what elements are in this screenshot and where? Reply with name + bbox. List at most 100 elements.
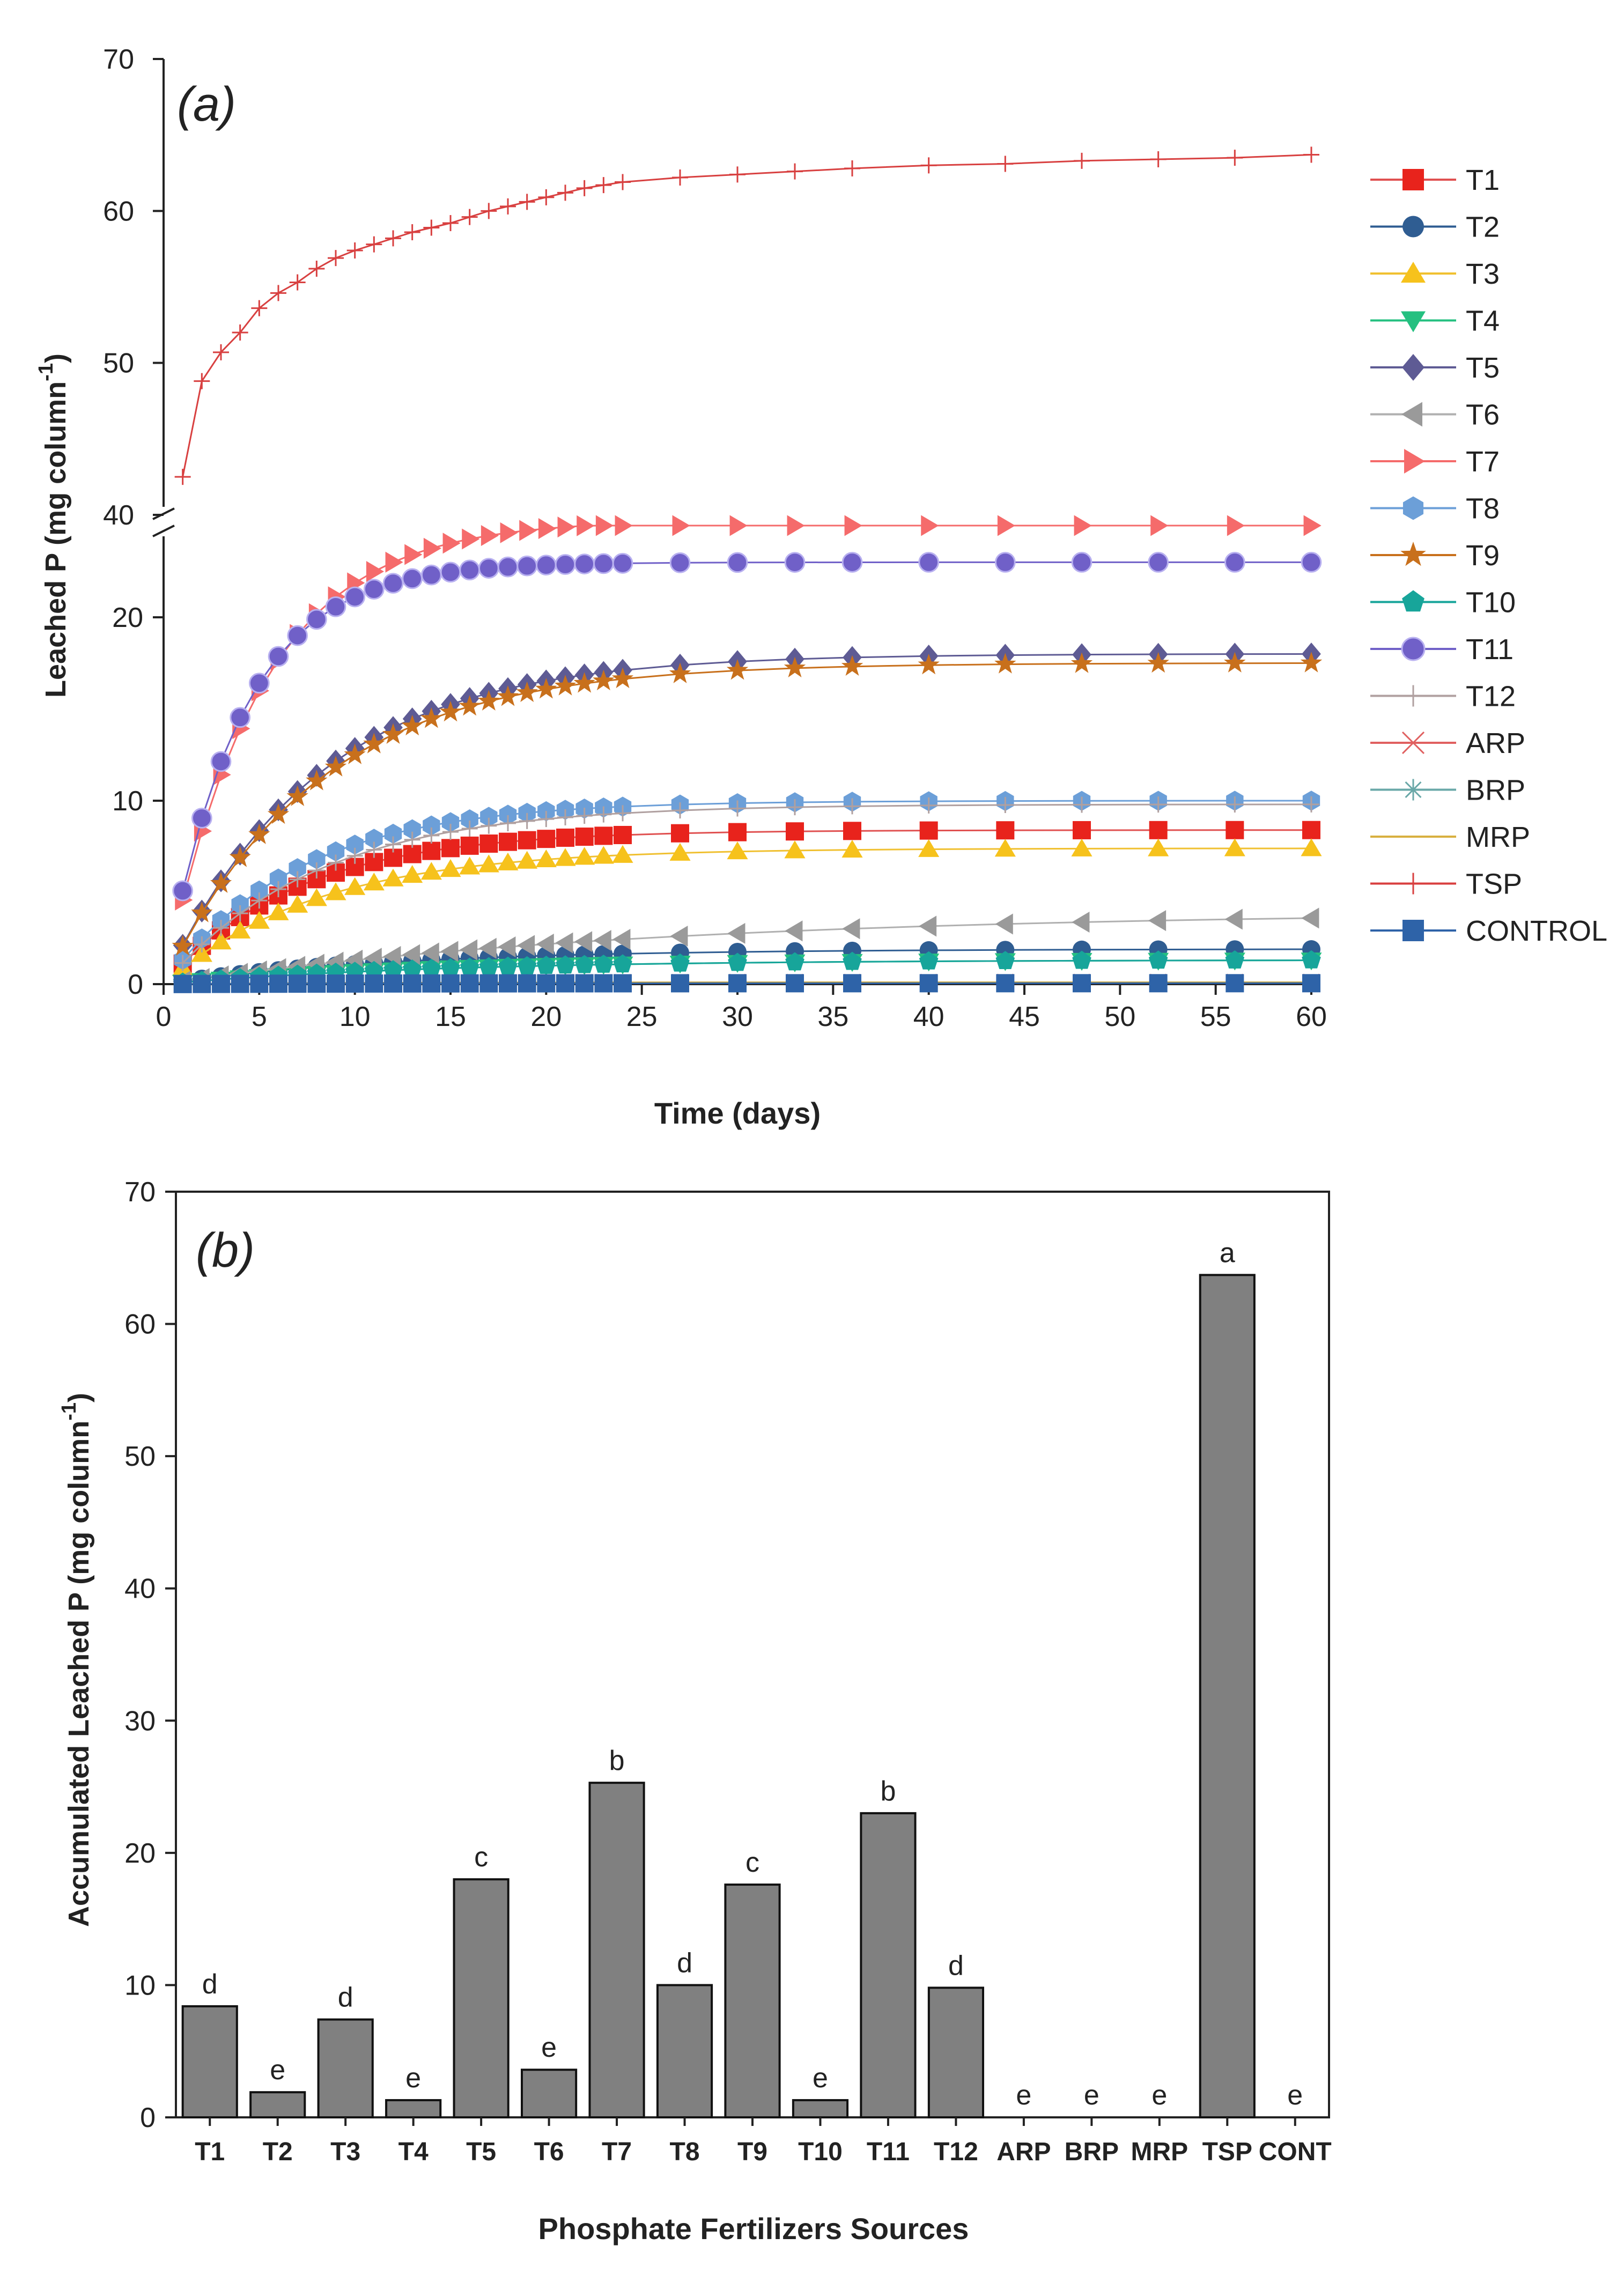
data-point-t11 <box>535 555 557 576</box>
data-point-t12 <box>997 797 1014 814</box>
x-axis-label: Time (days) <box>654 1096 821 1130</box>
data-point-control <box>786 974 804 993</box>
data-point-tsp <box>461 209 478 225</box>
y-tick-label: 60 <box>124 1309 156 1340</box>
data-point-control <box>671 974 689 993</box>
legend-item-t3: T3 <box>1370 258 1500 290</box>
data-point-t12 <box>270 881 286 898</box>
significance-letter: e <box>1016 2080 1031 2111</box>
data-point-t11 <box>478 558 499 579</box>
data-point-t8 <box>269 868 287 889</box>
data-point-t11 <box>344 586 366 608</box>
data-point-t11 <box>497 556 519 578</box>
data-point-control <box>422 974 441 993</box>
data-point-t12 <box>194 936 210 952</box>
data-point-t11 <box>440 562 461 583</box>
x-tick-label: 45 <box>1009 1001 1040 1032</box>
data-point-t9 <box>478 690 500 711</box>
data-point-t11 <box>994 552 1016 573</box>
data-point-control <box>1302 974 1320 993</box>
data-point-t11 <box>841 552 863 573</box>
data-point-t10 <box>1072 950 1091 969</box>
data-point-t1 <box>518 831 536 850</box>
data-point-t8 <box>308 849 326 869</box>
x-tick-label: T5 <box>466 2138 496 2166</box>
data-point-t9 <box>918 653 940 675</box>
data-point-tsp <box>595 177 612 194</box>
data-point-t9 <box>573 672 595 693</box>
data-point-t12 <box>920 797 937 814</box>
y-axis-label-superscript: -1 <box>58 1402 80 1421</box>
data-point-t3 <box>363 873 385 891</box>
bar-t6 <box>521 2069 578 2119</box>
data-point-t6 <box>918 915 937 937</box>
data-point-t12 <box>672 802 688 819</box>
data-point-control <box>327 974 345 993</box>
legend-marker <box>1400 542 1426 566</box>
x-tick-label: T7 <box>602 2138 632 2166</box>
data-point-t12 <box>174 955 191 971</box>
legend-item-t2: T2 <box>1370 211 1500 243</box>
legend-marker <box>1402 685 1424 707</box>
x-tick-label: BRP <box>1065 2138 1119 2166</box>
data-point-t1 <box>671 824 689 843</box>
data-point-t1 <box>843 822 861 840</box>
data-point-t8 <box>441 812 460 832</box>
data-point-t1 <box>575 828 594 846</box>
y-axis-label-close: ) <box>40 353 72 363</box>
data-point-tsp <box>366 236 382 253</box>
data-point-t12 <box>615 805 631 822</box>
significance-letter: e <box>541 2032 557 2063</box>
legend-marker <box>1402 354 1424 381</box>
data-point-tsp <box>519 194 535 210</box>
data-point-t11 <box>669 552 691 573</box>
data-point-t6 <box>383 946 401 967</box>
legend-marker <box>1402 779 1424 801</box>
data-point-t8 <box>365 829 383 849</box>
data-point-control <box>231 974 249 993</box>
x-tick-label: 10 <box>339 1001 371 1032</box>
legend-marker <box>1402 216 1424 238</box>
data-point-t1 <box>1149 821 1168 839</box>
bar-t2 <box>249 2091 306 2118</box>
series-line-t1 <box>182 829 1312 964</box>
data-point-t9 <box>841 655 863 676</box>
y-tick-label: 40 <box>103 500 134 531</box>
y-tick-label: 10 <box>112 786 143 817</box>
data-point-t11 <box>230 707 251 728</box>
legend-label: T7 <box>1466 446 1500 478</box>
data-point-t11 <box>382 573 404 594</box>
data-point-t12 <box>1303 796 1319 813</box>
data-point-t10 <box>556 955 575 974</box>
significance-letter: b <box>880 1776 896 1807</box>
data-point-t1 <box>614 825 632 844</box>
data-point-t3 <box>420 862 442 880</box>
legend-item-t6: T6 <box>1370 399 1500 431</box>
y-tick-label: 30 <box>124 1705 156 1737</box>
data-point-t1 <box>996 821 1015 840</box>
data-point-control <box>499 974 517 993</box>
significance-letter: d <box>202 1969 218 2000</box>
data-point-t11 <box>210 751 232 772</box>
legend-item-t11: T11 <box>1370 633 1514 666</box>
legend-label: T9 <box>1466 540 1500 572</box>
data-point-t12 <box>557 809 573 825</box>
data-point-t3 <box>306 888 327 906</box>
data-point-t1 <box>594 826 613 845</box>
data-point-t7 <box>1227 515 1245 536</box>
data-point-t12 <box>232 905 248 922</box>
series-t5 <box>173 642 1321 957</box>
legend-label: T12 <box>1466 681 1516 713</box>
panel-label: (b) <box>196 1224 255 1277</box>
data-point-t9 <box>611 667 634 689</box>
data-point-t7 <box>577 515 595 536</box>
data-point-t7 <box>423 537 442 559</box>
data-point-t6 <box>1301 907 1319 929</box>
data-point-t1 <box>403 845 422 863</box>
legend-marker <box>1402 496 1424 520</box>
data-point-t10 <box>995 951 1015 969</box>
data-point-control <box>441 974 460 993</box>
data-point-t3 <box>574 847 595 865</box>
significance-letter: d <box>338 1982 353 2013</box>
panel-b-bar-chart: 0 10 20 30 40 50 60 70 d T1 e T2 d T3 e T4 c T5 e T6 b T7 d T8 c… <box>58 1177 1332 2246</box>
